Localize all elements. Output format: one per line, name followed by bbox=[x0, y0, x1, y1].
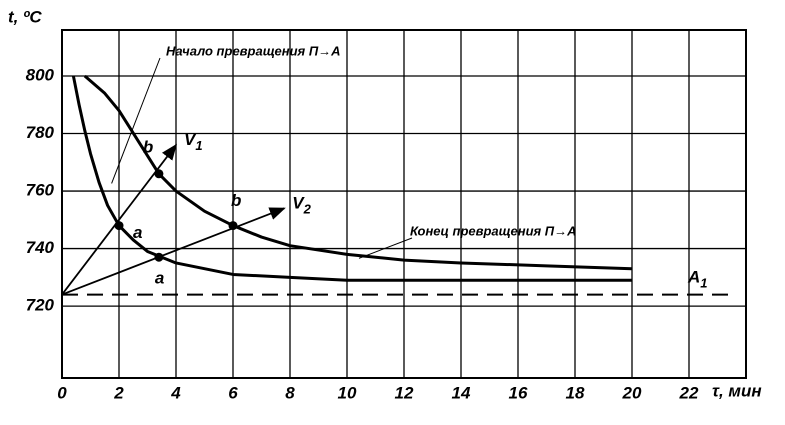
leader-line bbox=[358, 237, 413, 259]
ray-label-main: V bbox=[292, 194, 305, 213]
point-label: b bbox=[143, 137, 153, 156]
x-tick-label: 4 bbox=[170, 383, 181, 402]
critical-line-label-sub: 1 bbox=[700, 276, 707, 291]
x-tick-label: 2 bbox=[113, 383, 124, 402]
ray-label-main: V bbox=[184, 131, 197, 150]
point bbox=[228, 221, 238, 231]
ray-label: V1 bbox=[184, 131, 203, 154]
point bbox=[154, 169, 164, 179]
x-tick-label: 14 bbox=[452, 383, 471, 402]
x-tick-label: 12 bbox=[395, 383, 414, 402]
point bbox=[114, 221, 124, 231]
x-tick-label: 16 bbox=[509, 383, 528, 402]
y-tick-label: 780 bbox=[26, 123, 55, 142]
leader-line bbox=[111, 57, 161, 184]
point-label: b bbox=[231, 191, 241, 210]
x-tick-label: 22 bbox=[679, 383, 699, 402]
curve bbox=[71, 75, 632, 282]
x-tick-label: 8 bbox=[285, 383, 295, 402]
ray-label-sub: 2 bbox=[303, 202, 312, 217]
curve-label: Начало превращения П→А bbox=[166, 43, 341, 58]
y-tick-label: 800 bbox=[26, 66, 55, 85]
plot-frame bbox=[61, 29, 747, 379]
curve bbox=[83, 74, 633, 271]
point bbox=[154, 252, 164, 262]
x-tick-label: 20 bbox=[622, 383, 642, 402]
x-tick-label: 10 bbox=[338, 383, 357, 402]
x-tick-label: 6 bbox=[228, 383, 238, 402]
point-label: a bbox=[155, 269, 164, 288]
y-tick-label: 720 bbox=[26, 296, 55, 315]
ray bbox=[61, 207, 286, 296]
x-axis-label: τ, мин bbox=[712, 381, 762, 400]
x-tick-label: 18 bbox=[566, 383, 585, 402]
critical-line-label-main: A bbox=[687, 268, 700, 287]
y-tick-label: 740 bbox=[26, 238, 55, 257]
point-label: a bbox=[133, 223, 142, 242]
ray-label: V2 bbox=[292, 194, 311, 217]
y-axis-label: t, ºC bbox=[8, 7, 42, 26]
ray-label-sub: 1 bbox=[195, 138, 202, 153]
y-tick-label: 760 bbox=[26, 181, 55, 200]
curve-label: Конец превращения П→А bbox=[410, 223, 577, 238]
critical-line-label: A1 bbox=[687, 268, 708, 291]
x-tick-label: 0 bbox=[57, 383, 67, 402]
